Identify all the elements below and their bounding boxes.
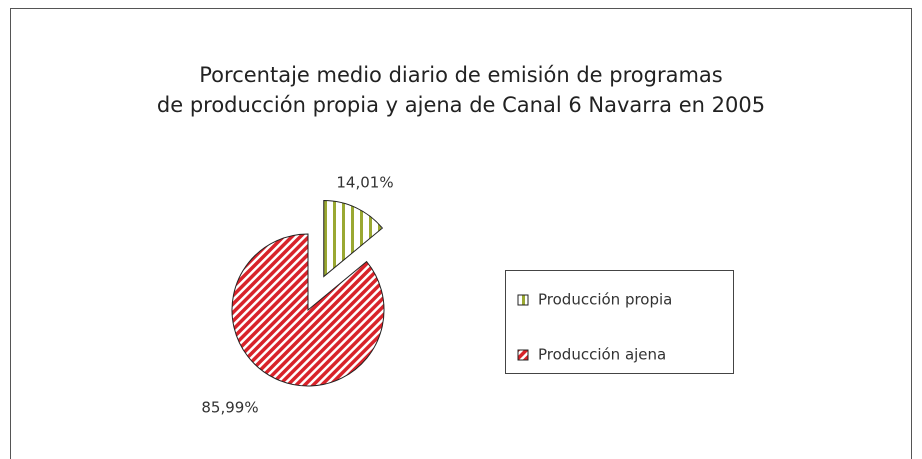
- legend-label: Producción ajena: [538, 346, 666, 364]
- legend-swatch: [517, 294, 529, 306]
- legend-label: Producción propia: [538, 291, 672, 309]
- data-label: 85,99%: [201, 399, 258, 417]
- chart-title: Porcentaje medio diario de emisión de pr…: [199, 63, 722, 87]
- pie-slice: [323, 200, 384, 278]
- pie-slice: [231, 233, 385, 387]
- chart-title: de producción propia y ajena de Canal 6 …: [157, 93, 765, 117]
- data-label: 14,01%: [336, 174, 393, 192]
- chart-border: [10, 8, 912, 459]
- legend-swatch: [517, 349, 529, 361]
- legend-box: [505, 270, 734, 374]
